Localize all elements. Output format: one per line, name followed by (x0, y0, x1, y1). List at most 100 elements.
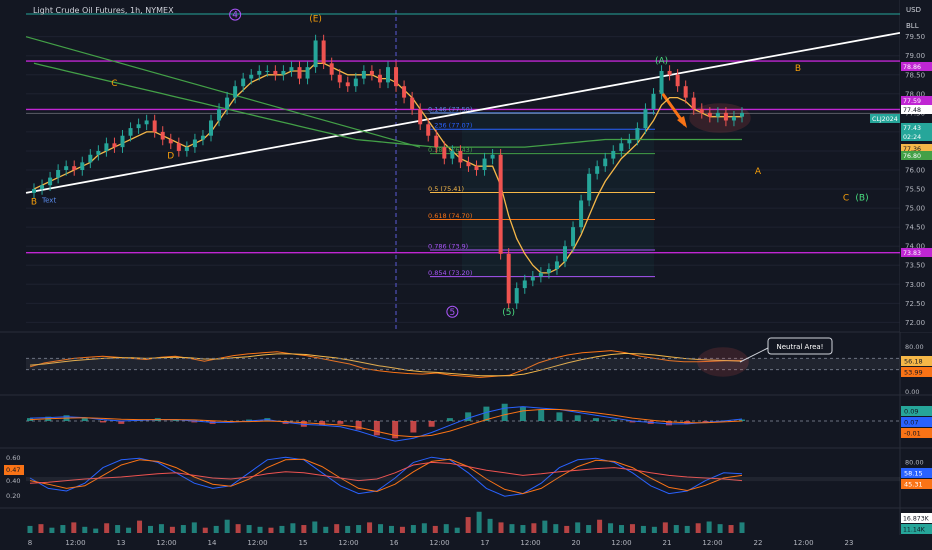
time-tick-label: 12:00 (65, 539, 85, 547)
candle-body (707, 112, 712, 117)
volume-bar (202, 527, 208, 533)
candle-body (466, 162, 471, 167)
unit-label[interactable]: BLL (906, 22, 919, 30)
candle-body (345, 82, 350, 87)
panel-tick-label: 80.00 (905, 458, 924, 466)
candle-body (265, 70, 270, 72)
candle-body (48, 177, 53, 186)
candle-body (611, 150, 616, 159)
macd-histogram-bar (739, 419, 745, 421)
time-tick-label: 21 (663, 539, 672, 547)
panel-badge-text: 56.18 (904, 358, 923, 366)
candle-body (731, 116, 736, 121)
volume-bar (93, 528, 99, 533)
candle-body (96, 150, 101, 155)
candle-body (321, 40, 326, 64)
candle-body (313, 40, 318, 68)
volume-bar (137, 520, 143, 533)
price-badge-text: 77.43 (903, 125, 921, 132)
candle-body (490, 154, 495, 159)
left-tick-label: 0.40 (6, 477, 20, 485)
candle-body (418, 109, 423, 125)
volume-bar (520, 525, 526, 533)
volume-bar (388, 525, 394, 533)
signal-line (29, 409, 743, 438)
volume-bar (367, 522, 373, 533)
candle-body (56, 170, 61, 178)
price-tick-label: 72.00 (905, 319, 925, 327)
candles (32, 34, 744, 310)
macd-histogram-bar (410, 421, 417, 433)
fib-zone (462, 112, 654, 277)
volume-bar (323, 526, 329, 533)
time-tick-label: 12:00 (611, 539, 631, 547)
stoch-red-line (29, 461, 743, 484)
candle-body (136, 124, 141, 129)
trend-lines[interactable] (25, 31, 901, 194)
currency-label[interactable]: USD (906, 6, 921, 14)
macd-histogram-bar (173, 419, 180, 421)
volume-bar (509, 524, 515, 533)
wave-label: (B) (855, 193, 868, 203)
candle-body (386, 67, 390, 83)
macd-badge-text: 0.07 (904, 419, 918, 427)
volume-bar (60, 525, 66, 533)
candle-body (192, 139, 197, 148)
macd-histogram-bar (611, 419, 618, 421)
candle-body (691, 97, 696, 110)
price-tick-label: 73.50 (905, 262, 925, 270)
volume-bar (432, 525, 438, 533)
panel-tick-label: 0.00 (905, 388, 919, 396)
macd-histogram-bar (118, 421, 125, 424)
volume-bar (410, 525, 416, 533)
wave-label: 4 (232, 11, 238, 21)
macd-histogram-bar (392, 421, 399, 439)
candle-body (32, 189, 36, 193)
descending-trend-line (25, 36, 421, 148)
price-tick-label: 75.50 (905, 186, 925, 194)
candle-body (498, 154, 503, 254)
price-axis[interactable]: 79.5079.0078.5078.0077.5077.0076.5076.00… (870, 0, 932, 332)
macd-histogram-bar (319, 421, 326, 426)
candle-body (450, 150, 455, 159)
stoch-blue-line (29, 456, 743, 497)
wave-circle-icon (229, 8, 242, 21)
volume-bar (695, 523, 701, 533)
volume-badge (901, 524, 932, 534)
candle-body (369, 70, 374, 75)
candle-body (538, 272, 543, 277)
price-badge-text: 77.48 (903, 107, 921, 114)
macd-histogram-bar (483, 406, 490, 421)
wave-label: (A) (655, 56, 668, 66)
candle-body (563, 246, 567, 262)
candle-body (40, 185, 45, 190)
candle-body (458, 150, 463, 163)
volume-bar (180, 525, 186, 533)
time-axis[interactable]: 8 12:00 13 12:00 14 12:00 15 12:00 16 12:00 17 12:0… (28, 539, 854, 547)
wave-label: B (795, 64, 801, 74)
macd-histogram-bar (246, 419, 253, 421)
price-badge-text: 77.36 (903, 146, 921, 153)
volume-bar (728, 525, 734, 533)
candle-body (160, 131, 165, 140)
volume-bar (662, 522, 668, 533)
candle-body (740, 112, 744, 117)
candle-body (128, 128, 133, 136)
volume-bar (399, 526, 405, 533)
time-tick-label: 20 (572, 539, 581, 547)
candle-body (579, 200, 584, 228)
fib-level-label: 0.854 (73.20) (428, 269, 472, 277)
callout-pointer (739, 347, 769, 363)
candle-body (506, 253, 511, 304)
candle-body (361, 70, 366, 79)
volume-bar (706, 521, 712, 533)
volume-bar (553, 524, 559, 533)
fib-retracement[interactable]: 0.146 (77.50) 0.236 (77.07) 0.382 (76.43) 0… (428, 105, 655, 278)
volume-bar (38, 524, 44, 533)
ma-slow-line (33, 62, 742, 148)
wave-label: A (755, 167, 762, 177)
volume-bar (126, 527, 132, 533)
volume-bar (673, 525, 679, 533)
candle-body (603, 158, 608, 167)
